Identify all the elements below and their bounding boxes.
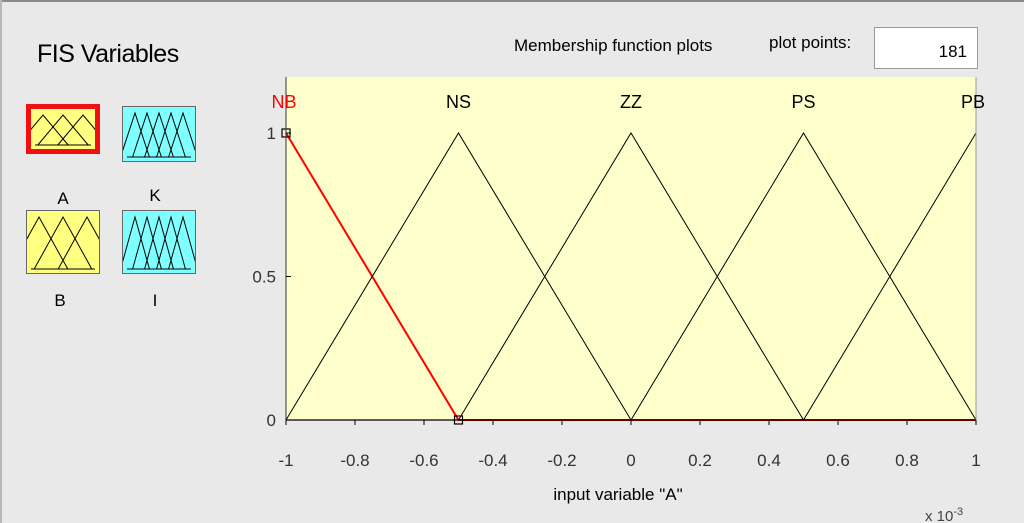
tile-mf-shape: [123, 215, 150, 270]
input-variable-a-label: A: [57, 189, 69, 208]
top-border: [0, 0, 1024, 2]
tile-mf-shape: [144, 215, 174, 270]
x-tick-label: -0.6: [409, 451, 438, 470]
mf-label-nb: NB: [271, 92, 296, 112]
y-tick-label: 0: [267, 411, 276, 430]
plot-points-input[interactable]: [874, 27, 978, 69]
x-tick-label: -0.4: [478, 451, 507, 470]
tile-mf-shape: [33, 215, 93, 270]
mf-label-zz: ZZ: [620, 92, 642, 112]
input-variable-b-label: B: [54, 291, 66, 310]
tile-mf-shape: [144, 111, 174, 158]
mf-label-ps: PS: [791, 92, 815, 112]
left-border: [0, 0, 2, 523]
tile-mf-shape: [57, 114, 95, 146]
tile-mf-shape: [27, 215, 69, 270]
x-tick-label: 0.6: [826, 451, 850, 470]
y-tick-label: 0.5: [252, 268, 276, 287]
x-tick-label: 1: [971, 451, 980, 470]
x-tick-label: -0.8: [340, 451, 369, 470]
tile-mf-shape: [168, 111, 195, 158]
tile-mf-shape: [156, 111, 186, 158]
tile-mf-shape: [168, 215, 195, 270]
plot-axes: -1 -0.8 -0.6 -0.4 -0.2 0 0.2 0.4 0.6 0.8 1 0 0.5 1: [252, 77, 981, 470]
mf-label-pb: PB: [961, 92, 985, 112]
output-variable-i-tile[interactable]: [122, 210, 196, 274]
y-tick-label: 1: [267, 124, 276, 143]
tile-mf-shape: [132, 111, 162, 158]
output-variable-i-label: I: [152, 291, 158, 310]
x-tick-label: -0.2: [547, 451, 576, 470]
plot-points-label: plot points:: [769, 33, 852, 52]
tile-mf-shape: [123, 111, 150, 158]
x-tick-label: 0.4: [757, 451, 781, 470]
fis-variables-title: FIS Variables: [37, 40, 179, 68]
plot-area-background: [286, 77, 976, 420]
tile-mf-shape: [156, 215, 186, 270]
input-variable-a-tile[interactable]: [26, 104, 100, 154]
membership-plots-title: Membership function plots: [514, 36, 713, 55]
x-tick-label: 0: [626, 451, 635, 470]
tile-mf-shape: [57, 215, 99, 270]
output-variable-k-tile[interactable]: [122, 106, 196, 162]
input-variable-b-tile[interactable]: [26, 210, 100, 274]
tile-mf-shape: [37, 114, 89, 146]
tile-mf-shape: [31, 114, 69, 146]
x-tick-label: -1: [278, 451, 293, 470]
mf-label-ns: NS: [446, 92, 471, 112]
x-axis-scale-base: x 10: [925, 508, 953, 523]
x-tick-label: 0.2: [688, 451, 712, 470]
mf-labels: NB NS ZZ PS PB: [271, 92, 985, 112]
output-variable-k-label: K: [149, 186, 161, 205]
tile-mf-shape: [132, 215, 162, 270]
x-axis-scale-label: x 10-3: [925, 506, 963, 523]
x-axis-scale-exponent: -3: [953, 506, 963, 518]
x-tick-label: 0.8: [895, 451, 919, 470]
x-axis-label: input variable "A": [553, 485, 682, 504]
